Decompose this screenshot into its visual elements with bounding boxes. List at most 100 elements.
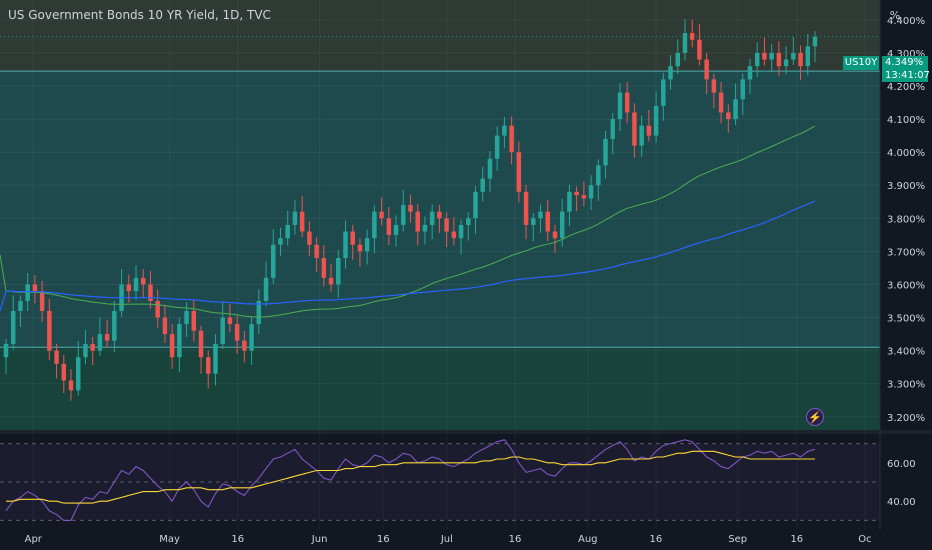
y-tick-label: 4.400% [887,16,925,27]
candle-body [639,125,644,146]
candle-body [133,277,139,292]
candle-body [169,334,175,358]
x-tick-label: Aug [578,534,598,545]
rsi-tick-label: 60.00 [887,459,916,470]
candle-body [184,310,189,325]
candle-body [177,324,182,358]
lightning-icon[interactable]: ⚡ [806,408,824,426]
candle-body [61,363,67,381]
candle-body [494,135,500,159]
candle-body [805,46,811,67]
symbol-badge: US10Y [843,56,879,70]
candle-body [646,125,652,136]
candle-body [661,79,666,106]
y-tick-label: 3.900% [887,181,925,192]
candle-body [697,39,702,60]
y-tick-label: 4.000% [887,148,925,159]
y-tick-label: 3.400% [887,347,925,358]
candle-body [357,244,363,252]
candle-body [726,112,731,120]
x-tick-label: Sep [728,534,747,545]
candle-body [249,324,254,351]
x-tick-label: Oc [858,534,871,545]
candle-body [155,301,160,318]
candle-body [480,178,485,192]
candle-body [307,231,312,245]
candle-body [812,36,818,47]
x-tick-label: 16 [377,534,390,545]
candle-body [141,277,146,285]
candle-body [466,218,471,225]
candle-body [97,334,103,351]
candle-body [444,218,449,232]
moving-average-slow [0,200,816,312]
rsi-line [5,439,816,521]
candle-body [242,340,247,351]
candle-body [54,350,59,364]
y-tick-label: 4.100% [887,115,925,126]
chart-title: US Government Bonds 10 YR Yield, 1D, TVC [8,8,271,22]
x-tick-label: 16 [650,534,663,545]
candle-body [552,231,558,239]
candle-body [574,191,579,196]
candle-body [104,334,110,341]
candle-body [632,112,637,146]
candle-body [39,291,45,311]
candle-body [263,277,269,301]
y-tick-label: 4.300% [887,49,925,60]
candle-body [112,310,117,341]
pane-separator[interactable] [0,430,932,434]
candle-body [783,59,789,67]
candle-body [379,211,384,219]
candle-body [271,244,276,278]
unit-button[interactable]: % [889,8,901,22]
x-tick-label: Jul [440,534,453,545]
candle-body [762,52,767,60]
candle-body [617,92,623,120]
candle-body [798,52,803,67]
price-zone-0 [0,0,880,72]
candle-body [422,224,428,232]
candle-body [25,284,30,301]
candle-body [740,79,746,100]
candle-body [386,218,392,235]
candle-body [458,224,464,239]
price-zone-1 [0,71,880,348]
rsi-ma-line [6,450,815,504]
x-tick-label: 16 [231,534,244,545]
candle-body [401,205,406,225]
y-tick-label: 3.200% [887,413,925,424]
x-tick-label: 16 [790,534,803,545]
candle-body [581,195,587,199]
candle-body [47,310,52,351]
candle-body [372,211,377,239]
candle-body [220,317,225,344]
candle-body [364,238,370,252]
candle-body [437,211,442,219]
last-price: 4.349% [885,57,924,68]
x-tick-label: May [159,534,180,545]
candle-body [776,52,782,67]
candle-body [213,344,218,374]
candle-body [689,33,695,40]
candle-body [393,224,399,235]
candle-body [90,344,95,351]
candle-body [321,258,327,278]
y-tick-label: 3.500% [887,314,925,325]
price-zone-2 [0,347,880,430]
candle-body [451,231,457,239]
candle-body [682,33,688,53]
x-tick-label: Jun [311,534,328,545]
y-tick-label: 3.800% [887,214,925,225]
y-tick-label: 3.600% [887,280,925,291]
candle-body [567,191,572,212]
candle-body [531,218,536,225]
candle-body [285,224,290,239]
candle-body [314,244,319,258]
candle-body [292,211,298,225]
price-tag: 4.349% 13:41:07 [882,56,930,82]
candle-body [754,52,760,67]
candle-body [299,211,305,232]
candle-body [198,330,204,358]
